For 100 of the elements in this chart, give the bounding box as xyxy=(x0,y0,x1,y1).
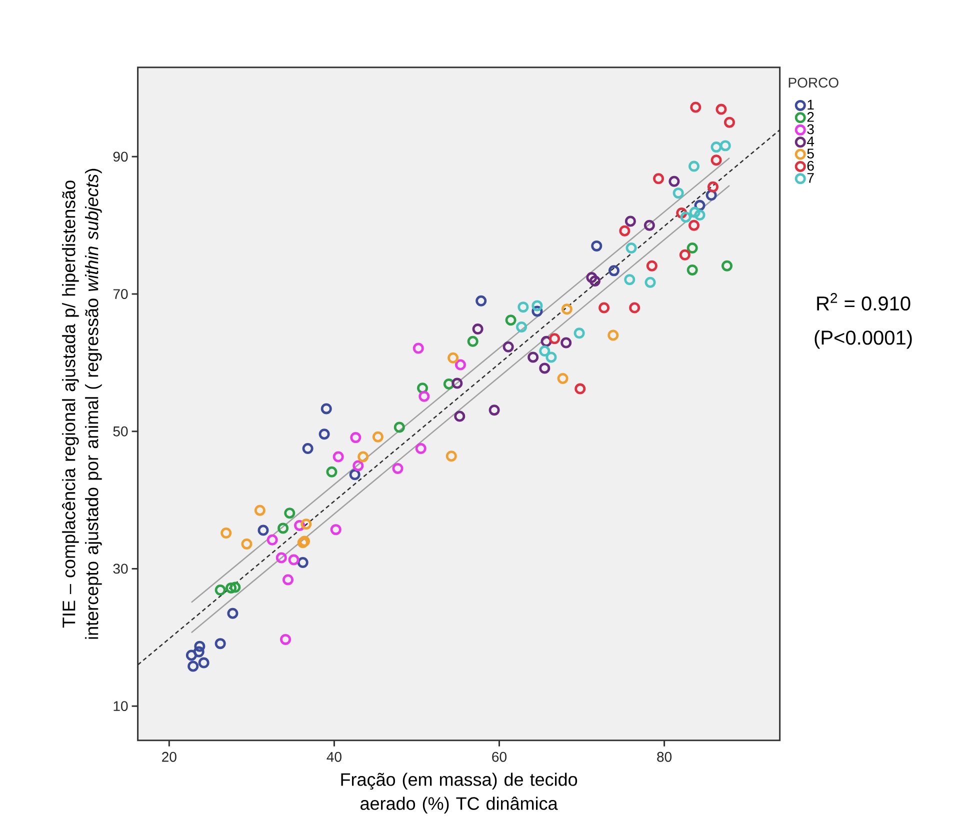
point xyxy=(528,352,539,363)
point xyxy=(302,443,314,454)
point xyxy=(598,302,610,314)
y-tick-label: 10 xyxy=(114,701,128,712)
point xyxy=(710,142,722,153)
legend-label: 3 xyxy=(807,124,814,134)
point xyxy=(358,451,369,462)
point xyxy=(653,173,664,184)
point xyxy=(722,260,733,272)
point xyxy=(532,300,543,312)
point xyxy=(619,225,630,236)
point xyxy=(452,378,463,389)
point xyxy=(608,265,620,276)
point xyxy=(266,534,278,546)
x-tick-label: 40 xyxy=(326,752,342,762)
point xyxy=(724,116,735,128)
point xyxy=(710,154,722,166)
point xyxy=(668,176,680,187)
point xyxy=(591,240,602,252)
point xyxy=(282,574,294,586)
point xyxy=(688,220,700,231)
point xyxy=(694,210,706,221)
point xyxy=(446,450,457,462)
point xyxy=(644,220,655,231)
point xyxy=(589,275,600,286)
point xyxy=(686,242,698,254)
y-tick-label: 30 xyxy=(113,564,128,574)
point xyxy=(254,504,266,516)
point xyxy=(561,304,572,315)
point xyxy=(686,264,698,276)
point xyxy=(284,508,296,519)
point xyxy=(193,646,204,658)
point xyxy=(332,451,344,462)
point xyxy=(320,403,332,414)
point xyxy=(557,372,568,384)
point xyxy=(194,640,206,652)
point xyxy=(226,582,237,594)
point xyxy=(472,324,484,335)
point xyxy=(417,382,428,394)
point xyxy=(518,302,529,313)
point xyxy=(220,528,232,539)
point xyxy=(488,404,500,416)
point xyxy=(349,469,360,480)
point xyxy=(372,431,384,442)
point xyxy=(626,242,637,254)
point xyxy=(624,216,636,227)
point xyxy=(689,206,700,218)
point xyxy=(198,657,210,668)
legend-title: PORCO xyxy=(788,78,838,88)
point xyxy=(186,650,197,661)
y-tick-label: 50 xyxy=(113,426,128,436)
point xyxy=(608,330,619,341)
point xyxy=(690,102,702,113)
point xyxy=(716,104,727,115)
point xyxy=(574,383,586,394)
point xyxy=(188,660,199,672)
point xyxy=(415,443,426,454)
point xyxy=(676,207,688,218)
point xyxy=(549,333,560,344)
point xyxy=(454,410,466,422)
point xyxy=(476,295,487,306)
point xyxy=(586,272,598,284)
point xyxy=(532,306,543,317)
point xyxy=(629,302,640,314)
point xyxy=(350,432,362,444)
legend-label: 5 xyxy=(807,148,814,158)
point xyxy=(672,188,684,199)
legend-label: 7 xyxy=(807,173,814,183)
point xyxy=(546,352,557,363)
point xyxy=(412,342,424,354)
point xyxy=(505,314,516,326)
point xyxy=(288,554,300,566)
point xyxy=(394,422,405,433)
point xyxy=(707,181,718,192)
point xyxy=(214,638,226,650)
point xyxy=(392,462,404,474)
point xyxy=(679,249,690,260)
legend-label: 6 xyxy=(807,160,814,171)
point xyxy=(574,328,585,339)
point xyxy=(241,538,252,550)
point xyxy=(644,276,656,288)
point xyxy=(418,390,430,402)
point xyxy=(502,341,514,352)
point xyxy=(294,520,306,531)
y-axis-title: TIE – complacência regional ajustada p/ hiperdistensão intercepto ajustado por animal ( regressão within subjects) xyxy=(62,168,102,639)
y-tick-label: 70 xyxy=(113,289,128,299)
text: (P<0.0001) xyxy=(814,330,912,349)
legend-label: 2 xyxy=(807,112,814,122)
text: R$^{2}$ = 0.910 xyxy=(817,293,910,311)
point xyxy=(540,336,552,347)
point xyxy=(330,524,342,536)
legend-label: 1 xyxy=(808,100,814,110)
point xyxy=(467,336,478,347)
point xyxy=(560,337,572,348)
point xyxy=(352,460,364,472)
point xyxy=(326,466,338,478)
x-tick-label: 20 xyxy=(162,752,176,762)
point xyxy=(258,524,269,536)
x-axis-title: Fração (em massa) de tecido aerado (%) TC dinâmica xyxy=(341,772,578,814)
x-tick-label: 60 xyxy=(492,752,506,762)
